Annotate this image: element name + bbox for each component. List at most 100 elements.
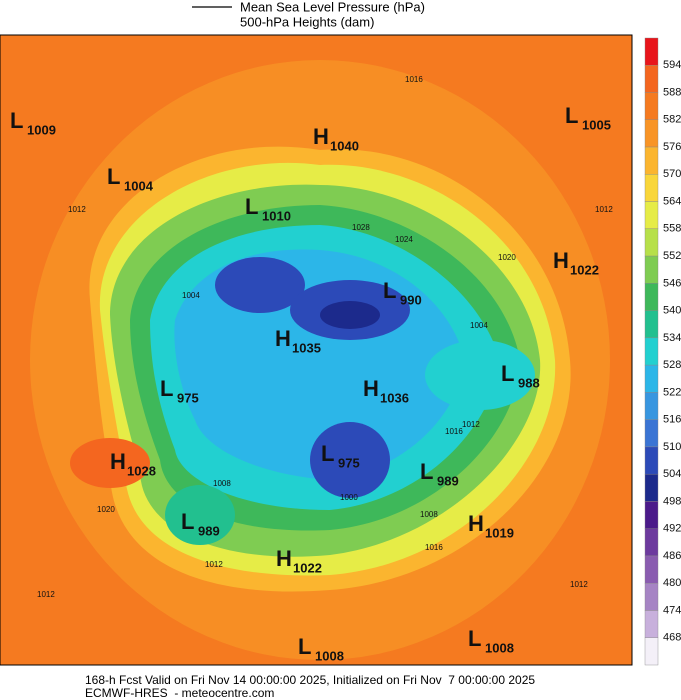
colorbar-swatch (644, 637, 659, 666)
isobar-label: 1020 (97, 505, 115, 514)
center-letter: H (110, 449, 126, 474)
isobar-label: 1016 (425, 543, 443, 552)
colorbar-swatch (644, 283, 659, 311)
footer-text: ECMWF-HRES - meteocentre.com (85, 686, 274, 700)
colorbar-label: 522 (663, 386, 681, 398)
center-value: 1008 (485, 640, 514, 655)
isobar-label: 1028 (352, 223, 370, 232)
isobar-label: 1016 (405, 75, 423, 84)
colorbar-swatch (644, 310, 659, 339)
center-value: 1010 (262, 208, 291, 223)
isobar-label: 1012 (37, 590, 55, 599)
colorbar-label: 504 (663, 468, 681, 480)
colorbar-label: 468 (663, 632, 681, 644)
legend-text: Mean Sea Level Pressure (hPa) (240, 0, 425, 14)
colorbar-label: 480 (663, 577, 681, 589)
colorbar-swatch (644, 228, 659, 257)
colorbar-label: 516 (663, 414, 681, 426)
colorbar-swatch (644, 419, 659, 448)
colorbar-label: 576 (663, 141, 681, 153)
legend-text: 500-hPa Heights (dam) (240, 14, 374, 29)
colorbar-swatch (644, 473, 659, 502)
isobar-label: 1004 (182, 291, 200, 300)
colorbar-label: 534 (663, 332, 681, 344)
center-value: 1036 (380, 390, 409, 405)
colorbar-swatch (644, 392, 659, 420)
isobar-label: 1012 (68, 205, 86, 214)
center-letter: L (245, 194, 258, 219)
isobar-label: 1012 (205, 560, 223, 569)
colorbar-label: 594 (663, 59, 681, 71)
isobar-label: 1012 (595, 205, 613, 214)
center-letter: H (276, 546, 292, 571)
isobar-label: 1012 (570, 580, 588, 589)
colorbar-label: 492 (663, 523, 681, 535)
center-value: 988 (518, 375, 540, 390)
colorbar-label: 588 (663, 86, 681, 98)
center-value: 975 (338, 455, 360, 470)
center-value: 1004 (124, 178, 154, 193)
colorbar-label: 552 (663, 250, 681, 262)
center-letter: H (363, 376, 379, 401)
colorbar-swatch (644, 146, 659, 175)
colorbar-swatch (644, 37, 659, 66)
center-letter: H (275, 326, 291, 351)
center-value: 1035 (292, 340, 321, 355)
colorbar-swatch (644, 65, 659, 93)
colorbar-swatch (644, 501, 659, 529)
colorbar-swatch (644, 337, 659, 366)
center-letter: L (107, 164, 120, 189)
colorbar-label: 582 (663, 114, 681, 126)
center-value: 1028 (127, 463, 156, 478)
colorbar-swatch (644, 583, 659, 611)
colorbar-swatch (644, 528, 659, 557)
center-letter: L (298, 634, 311, 659)
map (0, 34, 633, 666)
colorbar-swatch (644, 174, 659, 202)
isobar-label: 1004 (470, 321, 488, 330)
colorbar-swatch (644, 119, 659, 148)
center-value: 1022 (293, 560, 322, 575)
isobar-label: 1024 (395, 235, 413, 244)
colorbar-label: 570 (663, 168, 681, 180)
center-value: 975 (177, 390, 199, 405)
colorbar-label: 546 (663, 277, 681, 289)
isobar-label: 1020 (498, 253, 516, 262)
center-letter: L (160, 376, 173, 401)
colorbar-swatch (644, 610, 659, 638)
footer-text: 168-h Fcst Valid on Fri Nov 14 00:00:00 … (85, 673, 535, 687)
center-letter: L (501, 361, 514, 386)
colorbar-label: 486 (663, 550, 681, 562)
colorbar-swatch (644, 92, 659, 120)
colorbar-swatch (644, 446, 659, 475)
center-letter: L (321, 441, 334, 466)
isobar-label: 1008 (420, 510, 438, 519)
center-value: 989 (198, 523, 220, 538)
colorbar-label: 564 (663, 195, 681, 207)
colorbar-label: 528 (663, 359, 681, 371)
center-letter: L (468, 626, 481, 651)
center-letter: L (181, 509, 194, 534)
center-letter: L (420, 459, 433, 484)
center-value: 1005 (582, 117, 611, 132)
colorbar-swatch (644, 555, 659, 584)
center-letter: L (10, 108, 23, 133)
colorbar-label: 498 (663, 495, 681, 507)
center-value: 1009 (27, 122, 56, 137)
colorbar-swatch (644, 364, 659, 393)
center-letter: L (565, 103, 578, 128)
isobar-label: 1008 (213, 479, 231, 488)
isobar-label: 1000 (340, 493, 358, 502)
isobar-label: 1012 (462, 420, 480, 429)
center-value: 1022 (570, 262, 599, 277)
center-value: 1019 (485, 525, 514, 540)
center-letter: H (468, 511, 484, 536)
center-value: 1040 (330, 138, 359, 153)
colorbar-label: 474 (663, 604, 681, 616)
center-letter: L (383, 278, 396, 303)
colorbar-label: 558 (663, 223, 681, 235)
colorbar-swatch (644, 255, 659, 284)
center-letter: H (313, 124, 329, 149)
